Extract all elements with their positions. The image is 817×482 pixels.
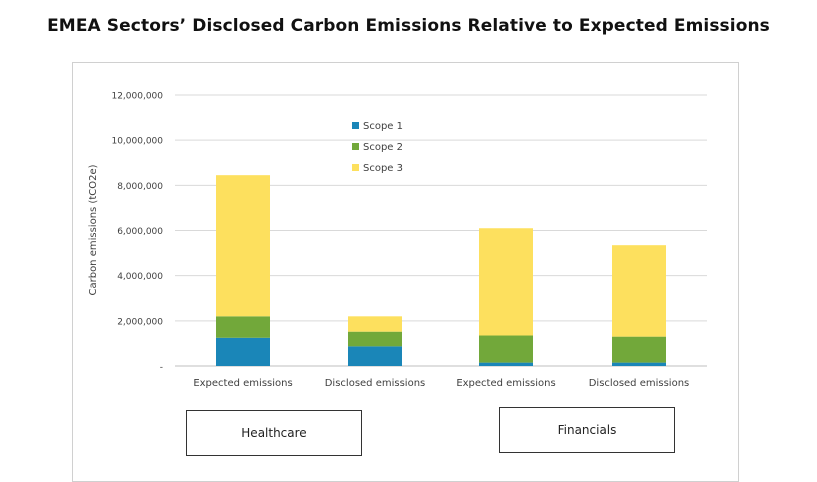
bar-segment-scope-1 xyxy=(216,337,270,366)
bar-segment-scope-2 xyxy=(612,336,666,363)
legend-label: Scope 2 xyxy=(363,142,403,153)
chart-title: EMEA Sectors’ Disclosed Carbon Emissions… xyxy=(47,16,770,36)
bar-segment-scope-3 xyxy=(348,316,402,332)
legend-swatch xyxy=(352,164,359,171)
stacked-bar-chart: - 2,000,000 4,000,000 6,000,000 8,000,000 10,… xyxy=(88,92,707,389)
y-tick-label: 6,000,000 xyxy=(117,227,163,237)
legend-label: Scope 3 xyxy=(363,163,403,174)
y-tick-label: 8,000,000 xyxy=(117,182,163,192)
bar-segment-scope-3 xyxy=(612,245,666,337)
y-axis-label: Carbon emissions (tCO2e) xyxy=(88,164,99,295)
legend-swatch xyxy=(352,143,359,150)
bar-segment-scope-2 xyxy=(216,316,270,338)
bar-segment-scope-3 xyxy=(216,175,270,317)
y-tick-label: 4,000,000 xyxy=(117,272,163,282)
x-tick-label: Expected emissions xyxy=(456,378,555,389)
group-label-healthcare: Healthcare xyxy=(186,410,362,456)
bar-segment-scope-1 xyxy=(612,362,666,366)
bar-segment-scope-1 xyxy=(348,346,402,366)
group-label-financials: Financials xyxy=(499,407,675,453)
x-tick-label: Disclosed emissions xyxy=(589,378,690,389)
bar-segment-scope-1 xyxy=(479,362,533,366)
bar-segment-scope-2 xyxy=(348,331,402,347)
y-tick-label: 10,000,000 xyxy=(111,137,163,147)
legend-swatch xyxy=(352,122,359,129)
y-tick-label: 2,000,000 xyxy=(117,317,163,327)
legend-label: Scope 1 xyxy=(363,121,403,132)
y-tick-label: - xyxy=(160,363,163,373)
y-tick-label: 12,000,000 xyxy=(111,92,163,102)
bar-segment-scope-3 xyxy=(479,228,533,336)
bar-segment-scope-2 xyxy=(479,335,533,363)
x-tick-label: Disclosed emissions xyxy=(325,378,426,389)
x-tick-label: Expected emissions xyxy=(193,378,292,389)
